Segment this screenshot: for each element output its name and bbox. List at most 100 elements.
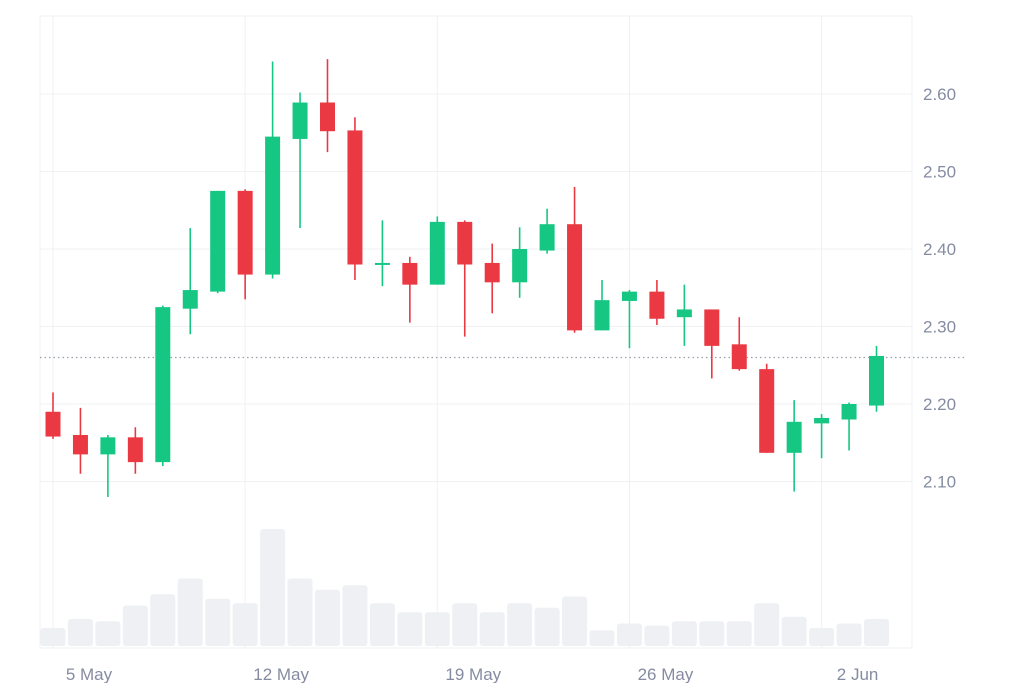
candle-body xyxy=(484,262,500,283)
candle[interactable] xyxy=(594,280,610,331)
candle-body xyxy=(676,309,692,318)
candle-body xyxy=(347,130,363,265)
candle-body xyxy=(320,102,335,132)
x-tick-label: 2 Jun xyxy=(837,665,879,683)
candle[interactable] xyxy=(155,305,171,466)
candle[interactable] xyxy=(649,280,665,325)
grid-lines xyxy=(39,15,913,649)
volume-bar xyxy=(616,623,642,646)
candle[interactable] xyxy=(182,228,198,335)
candle-body xyxy=(869,355,884,406)
volume-bar xyxy=(836,623,862,646)
candle-body xyxy=(539,224,555,251)
candle[interactable] xyxy=(127,427,143,474)
volume-bar xyxy=(205,598,231,646)
candle-body xyxy=(265,136,281,275)
candle[interactable] xyxy=(320,59,335,153)
candle[interactable] xyxy=(457,220,473,337)
candle-body xyxy=(45,411,61,437)
volume-bar xyxy=(287,578,313,646)
candle-body xyxy=(457,221,473,265)
volume-bar xyxy=(754,603,780,646)
y-tick-label: 2.20 xyxy=(923,395,956,414)
volume-bar xyxy=(369,603,395,646)
price-axis: 2.10 2.20 2.30 2.40 2.50 2.60 xyxy=(923,85,956,492)
volume-bar xyxy=(67,619,93,646)
candle-body xyxy=(594,300,610,331)
candle[interactable] xyxy=(539,208,555,254)
x-tick-label: 12 May xyxy=(253,665,309,683)
candle[interactable] xyxy=(210,190,226,294)
candle[interactable] xyxy=(704,309,720,379)
volume-bar xyxy=(864,619,889,646)
volume-bar xyxy=(644,625,670,646)
candle-body xyxy=(814,417,830,424)
y-tick-label: 2.30 xyxy=(923,318,956,337)
y-tick-label: 2.60 xyxy=(923,85,956,104)
volume-bar xyxy=(260,529,286,646)
candle[interactable] xyxy=(731,317,747,371)
candle[interactable] xyxy=(786,400,802,492)
y-tick-label: 2.10 xyxy=(923,473,956,492)
volume-bar xyxy=(177,578,203,646)
volume-bar xyxy=(589,630,615,646)
candle-body xyxy=(621,291,637,301)
candle[interactable] xyxy=(100,435,116,497)
volume-bar xyxy=(562,596,588,646)
candle-body xyxy=(127,437,143,463)
candle[interactable] xyxy=(237,189,253,300)
candle[interactable] xyxy=(814,414,830,459)
candle-body xyxy=(237,190,253,275)
candles xyxy=(45,59,884,497)
candle[interactable] xyxy=(292,92,308,229)
candle-body xyxy=(374,262,390,265)
volume-bar xyxy=(315,589,340,646)
candle-body xyxy=(649,291,665,319)
candle[interactable] xyxy=(621,290,637,349)
candle[interactable] xyxy=(676,284,692,346)
y-tick-label: 2.50 xyxy=(923,163,956,182)
volume-bar xyxy=(342,585,368,646)
candle-body xyxy=(786,421,802,453)
volume-bar xyxy=(726,621,752,646)
candle[interactable] xyxy=(869,345,884,412)
candle[interactable] xyxy=(484,243,500,314)
candle-body xyxy=(402,262,418,285)
candle-body xyxy=(72,435,88,455)
candle[interactable] xyxy=(429,216,445,285)
candle-body xyxy=(759,369,775,453)
candle[interactable] xyxy=(402,256,418,323)
volume-bar xyxy=(150,594,176,646)
candle[interactable] xyxy=(759,363,775,453)
candle-body xyxy=(512,249,528,283)
volume-bar xyxy=(452,603,478,646)
candle-body xyxy=(155,307,171,463)
volume-bar xyxy=(534,607,560,646)
candle-body xyxy=(182,290,198,309)
candle[interactable] xyxy=(265,61,281,279)
volume-bar xyxy=(122,605,148,646)
volume-bar xyxy=(699,621,725,646)
volume-bar xyxy=(232,603,258,646)
candle[interactable] xyxy=(567,187,583,333)
candle[interactable] xyxy=(347,117,363,280)
candle-body xyxy=(704,309,720,346)
candle[interactable] xyxy=(841,402,857,451)
candle-body xyxy=(210,190,226,292)
candle-body xyxy=(841,404,857,420)
candle-body xyxy=(567,224,583,331)
candle[interactable] xyxy=(374,220,390,287)
candle[interactable] xyxy=(72,407,88,474)
candle[interactable] xyxy=(45,392,61,439)
candle-body xyxy=(429,221,445,285)
volume-bar xyxy=(424,612,450,646)
y-tick-label: 2.40 xyxy=(923,240,956,259)
x-tick-label: 19 May xyxy=(445,665,501,683)
volume-bar xyxy=(95,621,121,646)
candle[interactable] xyxy=(512,227,528,298)
volume-bar xyxy=(809,628,835,646)
volume-bar xyxy=(479,612,505,646)
candle-body xyxy=(292,102,308,139)
